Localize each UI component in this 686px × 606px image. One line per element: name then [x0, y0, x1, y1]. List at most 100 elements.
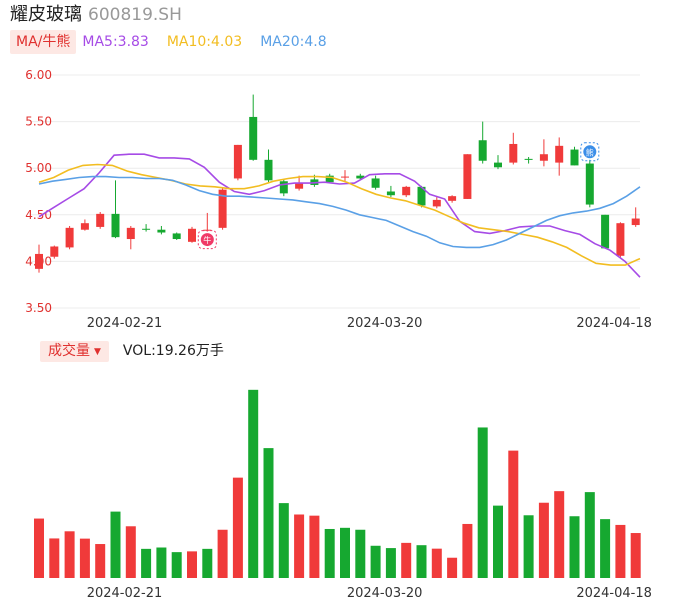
volume-bar: [141, 548, 152, 578]
candle-body: [218, 189, 227, 228]
candle-body: [341, 176, 349, 178]
x-tick-label: 2024-03-20: [347, 586, 423, 601]
volume-bar: [370, 545, 381, 578]
volume-bar: [110, 511, 121, 578]
candle-body: [111, 213, 120, 238]
candle-body: [494, 162, 502, 168]
volume-indicator-button[interactable]: 成交量 ▼: [40, 341, 109, 362]
candle-body: [126, 227, 135, 240]
candle-body: [601, 214, 610, 249]
candle-body: [233, 144, 242, 179]
candle-body: [524, 158, 533, 160]
volume-bar: [248, 389, 259, 578]
candle-body: [463, 154, 472, 199]
marker-label: 熊: [586, 147, 594, 157]
ma-legend: MA/牛熊 MA5:3.83 MA10:4.03 MA20:4.8: [10, 30, 327, 54]
volume-value: VOL:19.26万手: [122, 343, 224, 359]
volume-bar: [569, 516, 580, 578]
candle: [65, 225, 74, 250]
volume-bar: [202, 548, 213, 578]
candle-body: [172, 233, 181, 240]
marker-badge: [583, 145, 597, 159]
volume-bar: [263, 448, 274, 578]
x-tick-label: 2024-04-18: [576, 586, 652, 601]
candle: [509, 132, 518, 165]
volume-bar: [630, 533, 641, 578]
candle-body: [249, 116, 258, 160]
candlestick-series: [35, 94, 640, 273]
candle: [203, 212, 212, 232]
candle: [432, 197, 441, 209]
candle-body: [432, 199, 441, 207]
ma10-legend-label: MA10:4.03: [166, 34, 243, 50]
volume-bar: [95, 544, 106, 578]
candle: [601, 214, 610, 249]
candle: [616, 222, 625, 258]
candle: [555, 137, 564, 176]
volume-bar: [34, 518, 44, 578]
candle: [341, 170, 349, 182]
candle: [371, 175, 380, 190]
candle-body: [448, 196, 457, 201]
volume-bar: [523, 515, 534, 578]
candle-body: [386, 191, 395, 196]
candle-body: [585, 163, 594, 205]
volume-bar: [385, 548, 396, 578]
volume-bar: [171, 552, 182, 578]
candle: [188, 226, 196, 243]
candle: [233, 144, 242, 181]
volume-bar: [416, 545, 427, 578]
price-grid: [30, 74, 640, 309]
candle-body: [570, 149, 579, 166]
marker-label: 牛: [203, 235, 211, 245]
marker-frame: [580, 142, 600, 162]
ma5-line: [38, 153, 641, 278]
candle: [631, 207, 640, 227]
volume-bar: [278, 503, 289, 578]
price-axis: 6.005.505.004.504.003.50: [25, 68, 52, 315]
candle: [279, 179, 288, 197]
volume-bar: [538, 502, 549, 578]
candle: [478, 121, 487, 164]
volume-bar: [79, 538, 90, 578]
volume-bar: [477, 427, 488, 578]
volume-bar: [156, 547, 167, 578]
candle: [218, 187, 227, 230]
x-tick-label: 2024-03-20: [347, 316, 423, 331]
candle: [417, 185, 426, 208]
y-tick-label: 5.00: [25, 161, 52, 175]
volume-bar: [355, 529, 366, 578]
candle: [463, 154, 472, 199]
ma20-line: [38, 175, 641, 249]
candle: [126, 225, 135, 250]
candle: [249, 94, 258, 161]
volume-bar: [309, 515, 320, 578]
price-date-axis: 2024-02-21 2024-03-20 2024-04-18: [87, 316, 652, 331]
candle-body: [402, 186, 411, 196]
bull-bear-markers: 牛熊: [197, 142, 600, 250]
candle: [35, 244, 43, 273]
x-tick-label: 2024-02-21: [87, 586, 163, 601]
volume-button-label: 成交量: [48, 343, 90, 359]
bear-marker: 熊: [580, 142, 600, 162]
candle-body: [188, 228, 196, 242]
candle: [172, 232, 181, 240]
candle: [570, 146, 579, 166]
ma20-legend-label: MA20:4.8: [260, 34, 327, 50]
volume-bar: [187, 551, 197, 578]
bull-marker: 牛: [197, 230, 217, 250]
volume-bar: [600, 519, 611, 578]
volume-bar: [49, 538, 60, 578]
x-tick-label: 2024-04-18: [576, 316, 652, 331]
candle: [585, 159, 594, 208]
volume-bar: [615, 524, 626, 578]
ma-indicator-button[interactable]: MA/牛熊: [10, 30, 77, 54]
y-tick-label: 4.50: [25, 208, 52, 222]
candle-body: [264, 159, 273, 181]
volume-header: 成交量 ▼ VOL:19.26万手: [40, 341, 224, 362]
volume-bar: [294, 514, 305, 578]
volume-bar: [493, 505, 503, 578]
candle-body: [80, 223, 89, 230]
candle-body: [539, 154, 548, 161]
volume-bar: [125, 526, 136, 578]
